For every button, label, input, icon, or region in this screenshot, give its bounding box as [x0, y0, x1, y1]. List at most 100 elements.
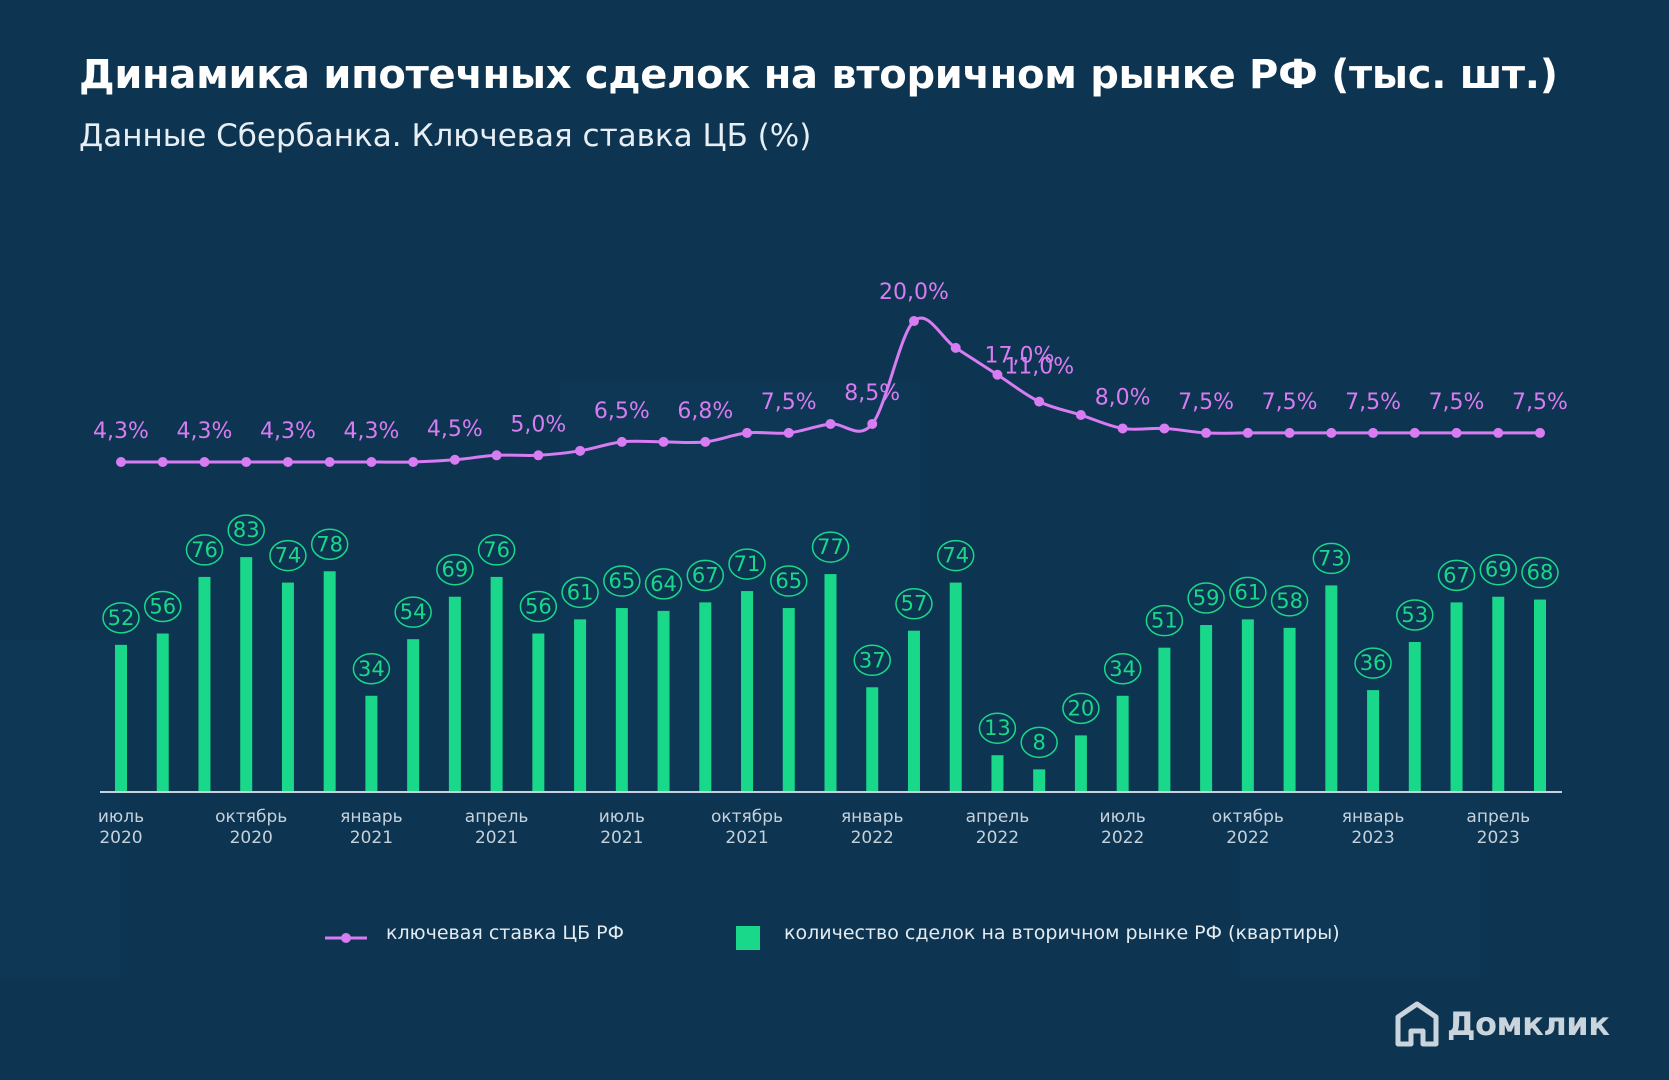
bar-value-text: 8 [1032, 730, 1045, 754]
rate-line [121, 316, 1540, 464]
rate-point [783, 427, 794, 438]
bar-value-label: 76 [477, 534, 516, 566]
bar [866, 687, 879, 792]
bar-value-text: 59 [1193, 586, 1220, 610]
x-tick-month: июль [98, 807, 144, 827]
bar-value-text: 20 [1068, 696, 1095, 720]
rate-value-label: 7,5% [1262, 390, 1318, 415]
bar-value-badge [1187, 582, 1225, 614]
bar-value-label: 56 [519, 590, 558, 623]
bar-value-label: 13 [978, 712, 1017, 744]
rate-point [1034, 396, 1045, 407]
rate-point [1117, 423, 1128, 434]
bar [1158, 647, 1171, 792]
bar-value-badge [644, 568, 683, 600]
bar-value-label: 37 [853, 644, 891, 677]
bar [365, 695, 378, 792]
bar-value-label: 52 [102, 602, 140, 634]
x-tick-month: январь [340, 807, 403, 827]
bar-value-text: 54 [400, 600, 427, 624]
rate-point [241, 457, 252, 467]
x-tick-year: 2023 [1477, 828, 1520, 848]
bar-value-text: 74 [942, 544, 969, 568]
x-tick-year: 2023 [1351, 828, 1394, 848]
bar-value-label: 61 [561, 576, 599, 609]
legend-rate-marker [325, 933, 367, 943]
bar-value-badge [936, 539, 975, 572]
x-tick-month: октябрь [711, 807, 783, 827]
rate-value-label: 7,5% [1345, 390, 1401, 415]
bar-value-badge [477, 534, 516, 566]
rate-point [1535, 427, 1545, 438]
bar-value-text: 69 [442, 558, 469, 582]
bar-value-badge [853, 644, 891, 677]
rate-point [700, 436, 711, 447]
bar-value-label: 77 [811, 531, 850, 563]
bar-value-badge [1437, 559, 1476, 592]
chart-subtitle: Данные Сбербанка. Ключевая ставка ЦБ (%) [79, 118, 812, 154]
bar-value-text: 61 [567, 580, 594, 604]
bar-value-badge [1145, 604, 1184, 637]
legend-rate-label: ключевая ставка ЦБ РФ [386, 922, 624, 944]
x-tick-month: апрель [465, 807, 529, 827]
bar-value-badge [352, 653, 391, 685]
bar [1241, 619, 1254, 792]
bar-value-label: 76 [185, 534, 224, 566]
bar [699, 602, 712, 792]
rate-value-label: 5,0% [510, 412, 566, 437]
bar [198, 576, 211, 792]
bar-value-badge [895, 587, 933, 620]
bar [741, 591, 754, 792]
bar-value-text: 56 [149, 595, 176, 619]
bar [1492, 596, 1505, 792]
bar [1116, 695, 1129, 792]
rate-value-label: 7,5% [1178, 390, 1234, 415]
rate-point [491, 450, 502, 461]
rate-point [950, 342, 961, 353]
rate-point [1409, 427, 1420, 438]
bar-value-text: 34 [1109, 657, 1136, 681]
bar-value-text: 77 [817, 535, 844, 559]
x-tick-month: январь [841, 807, 904, 827]
rate-value-label: 4,3% [343, 419, 399, 444]
bar [490, 576, 503, 792]
bar-value-badge [1270, 585, 1309, 617]
bar-value-text: 34 [358, 657, 385, 681]
bar-value-label: 54 [394, 596, 432, 628]
x-tick-year: 2022 [1101, 828, 1144, 848]
rate-point [908, 316, 919, 327]
bar [323, 571, 336, 792]
rate-value-label: 7,5% [761, 390, 817, 415]
bar-value-text: 83 [233, 518, 260, 542]
x-tick-year: 2022 [1226, 828, 1269, 848]
bar-value-badge [561, 576, 599, 609]
rate-point [616, 436, 627, 447]
bar [281, 582, 294, 792]
x-tick-month: июль [1100, 807, 1146, 827]
rate-point [742, 427, 753, 438]
bar-value-label: 69 [436, 553, 474, 586]
bar-value-badge [1062, 692, 1100, 725]
bar-value-badge [1354, 647, 1392, 679]
bar-value-text: 65 [608, 569, 635, 593]
bar-value-label: 73 [1312, 542, 1351, 575]
bar-value-badge [394, 596, 432, 628]
bar-value-badge [603, 565, 641, 597]
x-tick-year: 2020 [99, 828, 142, 848]
rate-value-label: 6,8% [677, 399, 733, 424]
bar [657, 610, 670, 792]
rate-value-label: 4,3% [93, 419, 149, 444]
rate-value-label: 8,0% [1095, 385, 1151, 410]
bar-value-text: 53 [1401, 603, 1428, 627]
bar-value-text: 57 [901, 592, 928, 616]
bar-value-badge [978, 712, 1017, 744]
bar-value-label: 51 [1145, 604, 1184, 637]
bar [1033, 769, 1046, 792]
rate-value-label: 4,3% [177, 419, 233, 444]
rate-point [366, 457, 377, 467]
bar-value-text: 67 [1443, 563, 1470, 587]
